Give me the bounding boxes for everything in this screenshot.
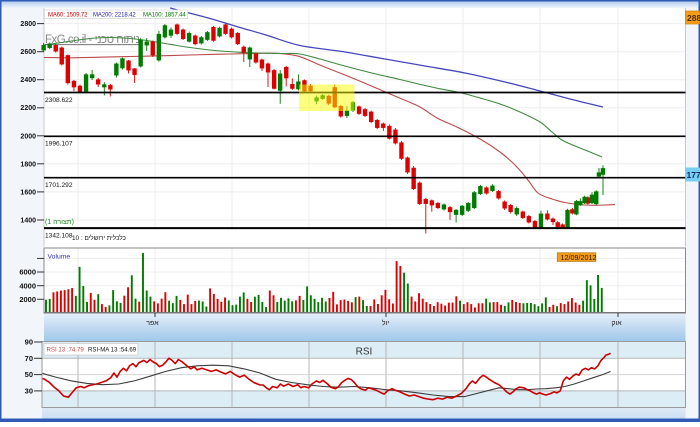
svg-text:2200: 2200 <box>20 105 36 112</box>
svg-text:4000: 4000 <box>19 281 36 290</box>
svg-text:6000: 6000 <box>19 268 36 277</box>
svg-text:1600: 1600 <box>20 189 36 196</box>
svg-text:1996.107: 1996.107 <box>45 141 73 148</box>
svg-text:MA200: 2218.42: MA200: 2218.42 <box>93 12 136 18</box>
svg-text:2000: 2000 <box>19 295 36 304</box>
svg-text:70: 70 <box>25 354 33 363</box>
svg-text:2308.622: 2308.622 <box>45 97 73 104</box>
svg-text:30: 30 <box>25 387 33 396</box>
svg-text:2400: 2400 <box>20 77 36 84</box>
svg-text:1771: 1771 <box>687 170 700 180</box>
svg-text:(1 תצורה): (1 תצורה) <box>45 219 74 226</box>
svg-text:50: 50 <box>25 370 33 379</box>
svg-text:RSI 13 :74.79: RSI 13 :74.79 <box>47 346 85 353</box>
svg-text:FxG.co.il - ניתוח טכני: FxG.co.il - ניתוח טכני <box>45 34 140 46</box>
svg-text:אפר: אפר <box>146 320 159 327</box>
svg-text:1800: 1800 <box>20 161 36 168</box>
svg-text:2000: 2000 <box>20 133 36 140</box>
svg-text:MA100: 1857.44: MA100: 1857.44 <box>143 12 186 18</box>
svg-text:1342.108: 1342.108 <box>45 232 73 239</box>
svg-text:יול: יול <box>382 319 390 327</box>
svg-text:Volume: Volume <box>48 254 71 261</box>
svg-text:12/09/2012: 12/09/2012 <box>561 253 597 262</box>
svg-text:10 : כלכלית ירושלים: 10 : כלכלית ירושלים <box>72 234 126 242</box>
svg-text:2600: 2600 <box>20 49 36 56</box>
svg-text:MA60: 1509.72: MA60: 1509.72 <box>48 12 88 18</box>
svg-text:אוק: אוק <box>611 320 622 327</box>
svg-text:2887: 2887 <box>687 13 700 23</box>
svg-text:1701.292: 1701.292 <box>45 182 73 189</box>
svg-text:90: 90 <box>25 338 33 347</box>
svg-text:RSI-MA 13 :54.69: RSI-MA 13 :54.69 <box>88 346 137 353</box>
svg-text:2800: 2800 <box>20 21 36 28</box>
svg-text:1400: 1400 <box>20 218 36 225</box>
svg-text:RSI: RSI <box>356 347 373 358</box>
